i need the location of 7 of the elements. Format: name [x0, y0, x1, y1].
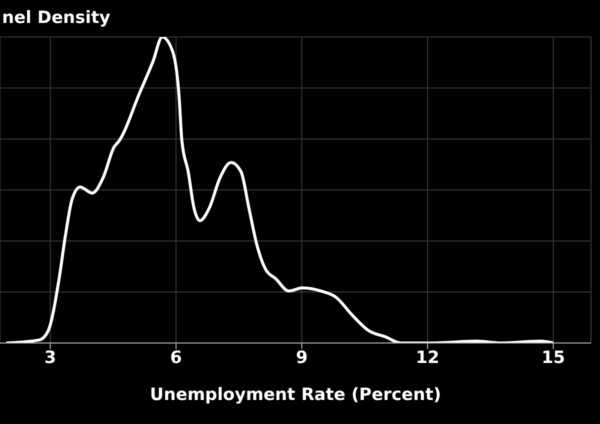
- x-tick-label: 12: [416, 348, 440, 368]
- x-tick-label: 9: [296, 348, 308, 368]
- x-tick-label: 3: [44, 348, 56, 368]
- x-tick-label: 15: [541, 348, 566, 368]
- x-axis-title: Unemployment Rate (Percent): [150, 385, 442, 405]
- x-tick-label: 6: [170, 348, 182, 368]
- chart-title: nel Density: [2, 8, 110, 28]
